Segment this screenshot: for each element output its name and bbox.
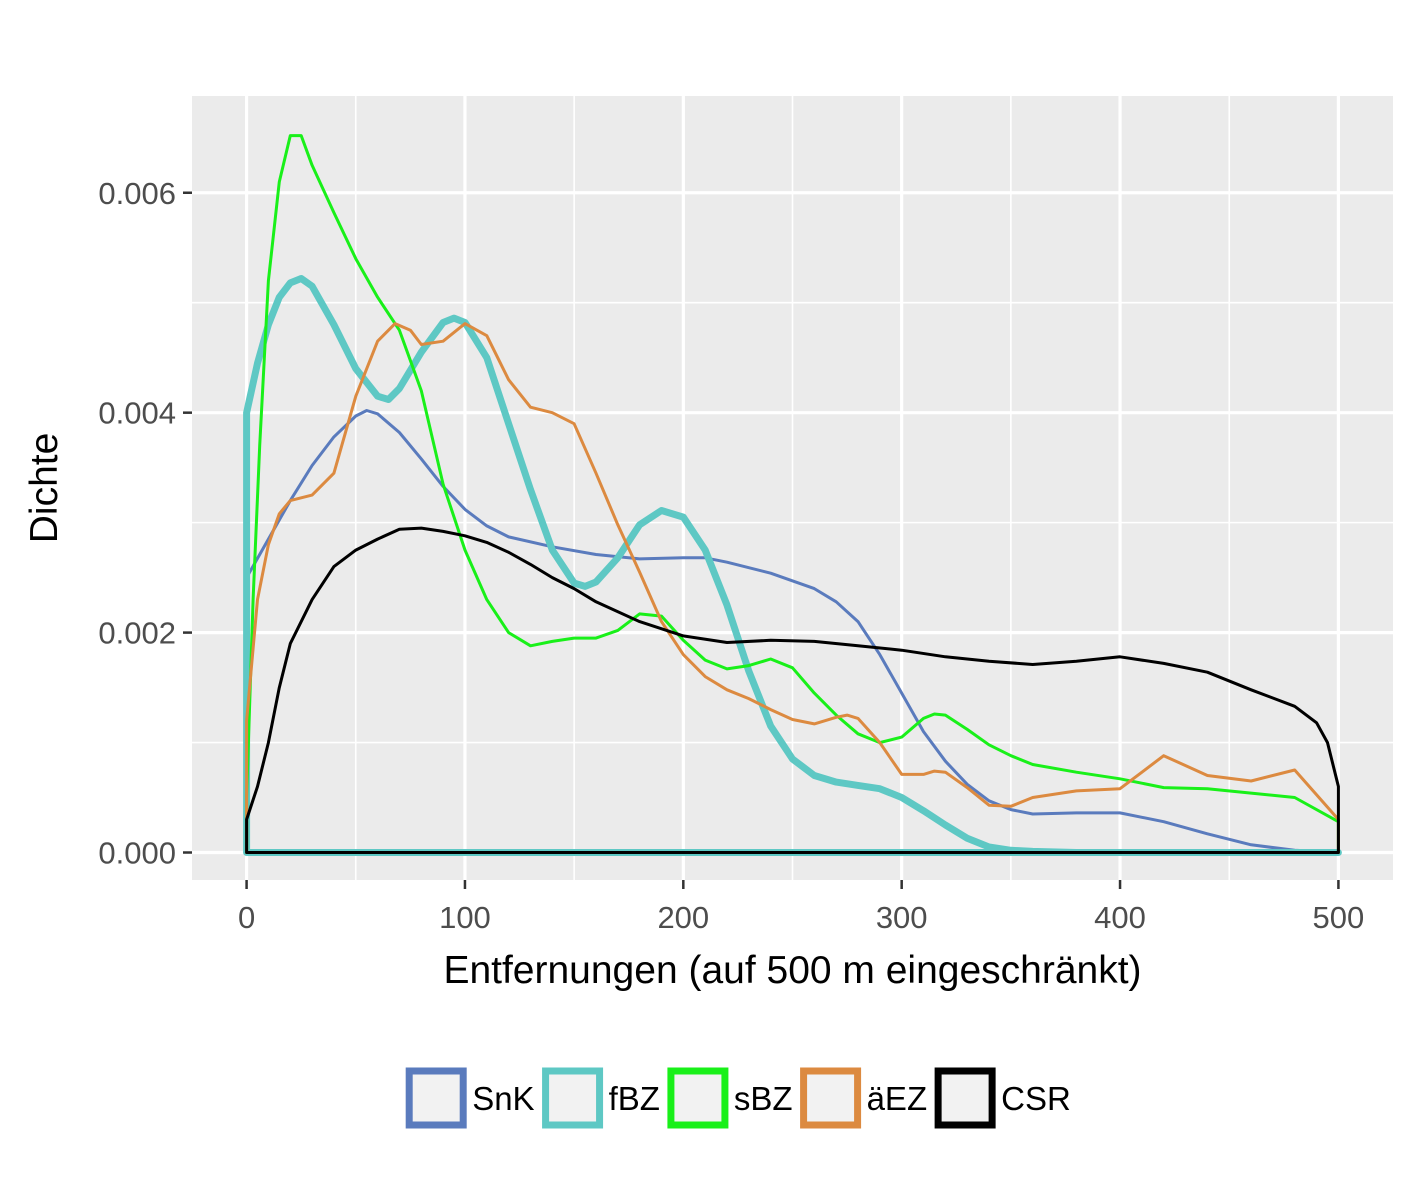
legend-key bbox=[934, 1067, 996, 1129]
series-line-SnK bbox=[245, 409, 1340, 854]
legend-key bbox=[542, 1067, 604, 1129]
axes: 0 100 200 300 400 500 0.000 0.002 0.004 0.006 bbox=[98, 176, 1364, 935]
y-tick-label: 0.006 bbox=[98, 176, 176, 211]
y-tick-label: 0.002 bbox=[98, 616, 176, 651]
legend-label: CSR bbox=[1001, 1080, 1071, 1117]
legend-key bbox=[667, 1067, 729, 1129]
legend-label: SnK bbox=[472, 1080, 534, 1117]
x-tick-label: 400 bbox=[1094, 900, 1146, 935]
x-axis-title: Entfernungen (auf 500 m eingeschränkt) bbox=[443, 949, 1141, 992]
y-tick-label: 0.000 bbox=[98, 836, 176, 871]
series-line-äEZ bbox=[245, 322, 1340, 854]
legend-label: äEZ bbox=[867, 1080, 928, 1117]
legend: SnK fBZ sBZ äEZ CSR bbox=[405, 1067, 1071, 1129]
legend-item-fBZ: fBZ bbox=[542, 1067, 660, 1129]
legend-item-äEZ: äEZ bbox=[800, 1067, 928, 1129]
series-lines bbox=[243, 134, 1342, 856]
y-tick-label: 0.004 bbox=[98, 396, 176, 431]
legend-label: sBZ bbox=[734, 1080, 793, 1117]
legend-item-sBZ: sBZ bbox=[667, 1067, 793, 1129]
x-tick-label: 100 bbox=[439, 900, 491, 935]
x-tick-label: 500 bbox=[1313, 900, 1365, 935]
legend-key bbox=[800, 1067, 862, 1129]
x-tick-label: 300 bbox=[876, 900, 928, 935]
x-tick-label: 200 bbox=[657, 900, 709, 935]
legend-item-SnK: SnK bbox=[405, 1067, 535, 1129]
x-tick-label: 0 bbox=[238, 900, 255, 935]
series-line-CSR bbox=[245, 526, 1340, 854]
legend-item-CSR: CSR bbox=[934, 1067, 1071, 1129]
y-axis-title: Dichte bbox=[23, 433, 66, 544]
series-line-sBZ bbox=[245, 134, 1340, 854]
legend-key bbox=[405, 1067, 467, 1129]
legend-label: fBZ bbox=[609, 1080, 660, 1117]
